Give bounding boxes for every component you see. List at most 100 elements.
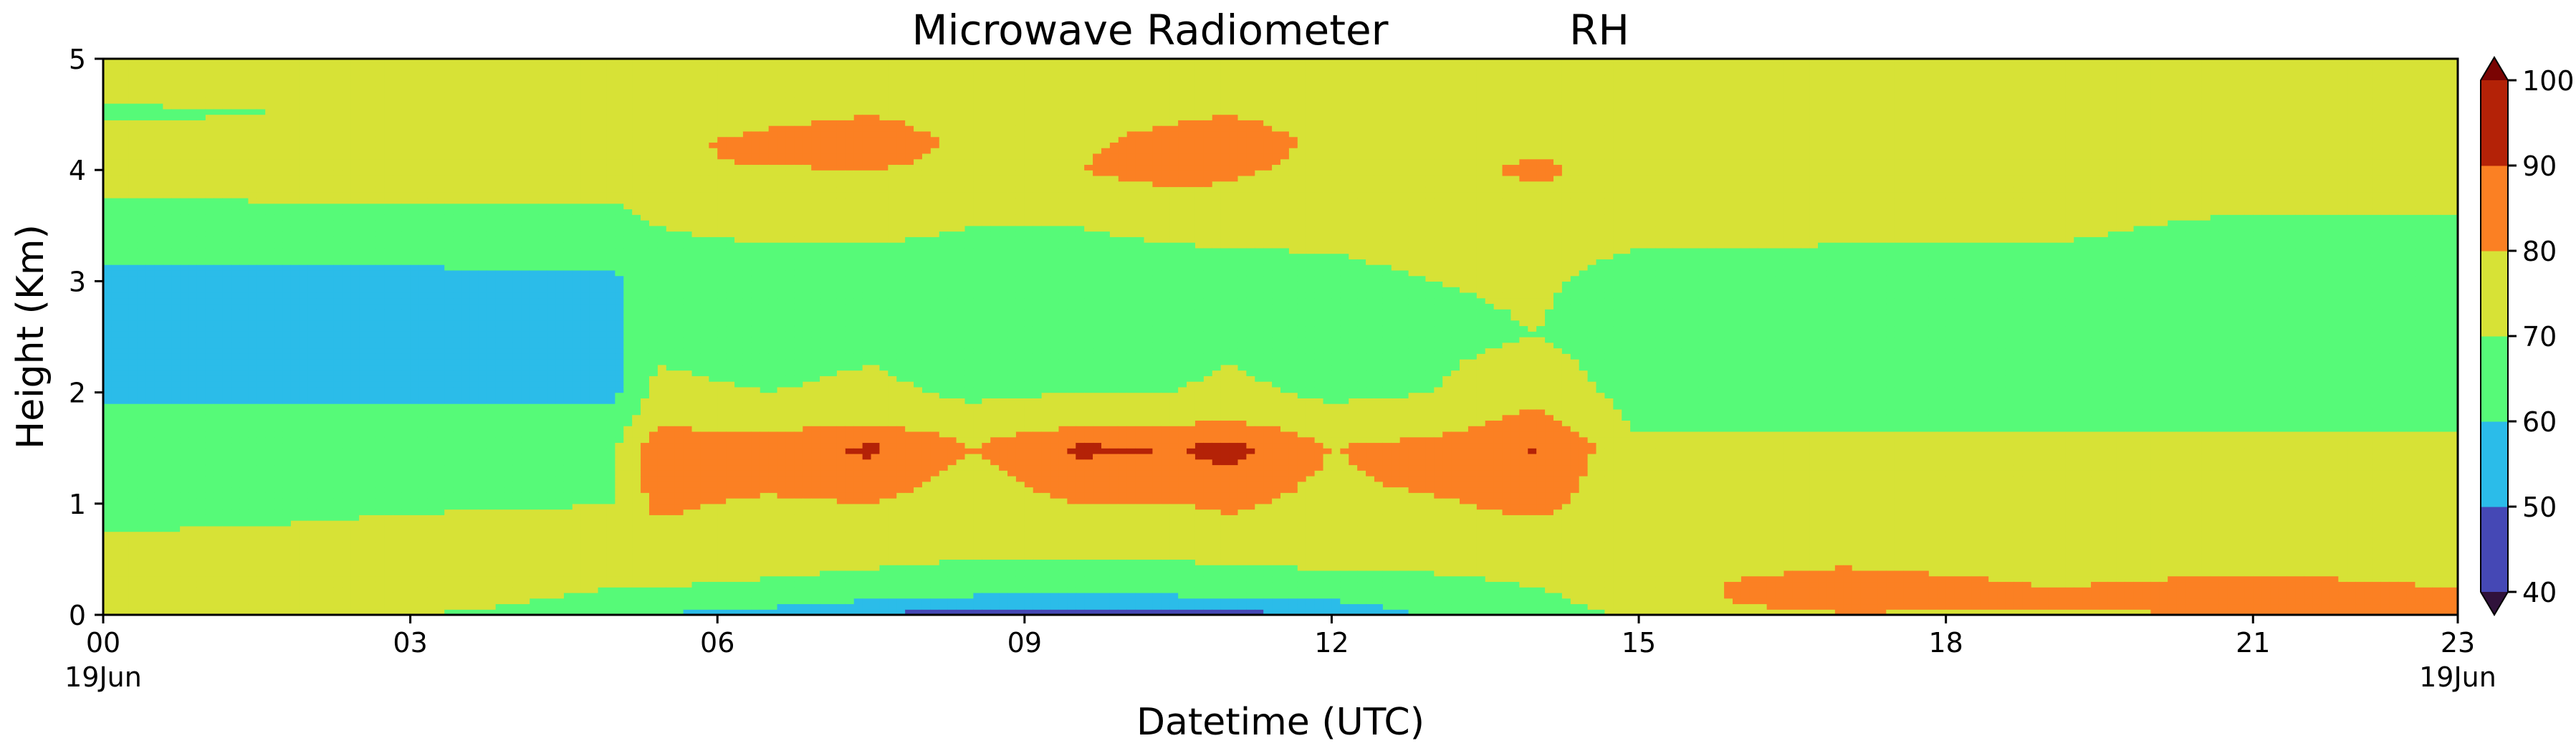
heatmap-cell: [120, 176, 130, 181]
heatmap-cell: [129, 526, 138, 532]
heatmap-cell: [300, 393, 309, 398]
heatmap-cell: [333, 492, 343, 498]
heatmap-cell: [180, 309, 189, 315]
heatmap-cell: [223, 97, 232, 103]
heatmap-cell: [248, 236, 257, 242]
heatmap-cell: [461, 381, 471, 387]
heatmap-cell: [300, 348, 309, 354]
heatmap-cell: [206, 353, 215, 359]
heatmap-cell: [291, 548, 300, 554]
heatmap-cell: [470, 542, 479, 548]
heatmap-cell: [265, 409, 274, 415]
heatmap-cell: [436, 403, 445, 409]
heatmap-cell: [496, 548, 505, 554]
heatmap-cell: [239, 181, 249, 187]
heatmap-cell: [257, 375, 266, 381]
heatmap-cell: [487, 459, 497, 465]
heatmap-cell: [453, 454, 462, 459]
heatmap-cell: [138, 92, 147, 98]
heatmap-cell: [479, 97, 488, 103]
heatmap-cell: [342, 603, 351, 609]
heatmap-cell: [436, 231, 445, 237]
heatmap-cell: [368, 192, 377, 198]
heatmap-cell: [171, 303, 181, 309]
heatmap-cell: [521, 515, 530, 520]
heatmap-cell: [487, 331, 497, 337]
heatmap-cell: [333, 115, 343, 120]
heatmap-cell: [188, 409, 198, 415]
heatmap-cell: [504, 593, 514, 598]
heatmap-cell: [333, 242, 343, 248]
heatmap-cell: [342, 476, 351, 482]
heatmap-cell: [197, 92, 206, 98]
heatmap-cell: [138, 593, 147, 598]
heatmap-cell: [300, 337, 309, 343]
heatmap-cell: [427, 365, 436, 370]
heatmap-cell: [214, 315, 224, 320]
heatmap-cell: [504, 214, 514, 220]
heatmap-cell: [470, 532, 479, 537]
heatmap-cell: [317, 581, 326, 587]
heatmap-cell: [257, 442, 266, 448]
heatmap-cell: [419, 476, 428, 482]
heatmap-cell: [444, 70, 454, 76]
heatmap-cell: [103, 325, 112, 331]
heatmap-cell: [333, 403, 343, 409]
heatmap-cell: [470, 254, 479, 259]
heatmap-cell: [521, 565, 530, 570]
heatmap-cell: [504, 186, 514, 192]
heatmap-cell: [393, 370, 403, 376]
heatmap-cell: [444, 343, 454, 348]
heatmap-cell: [419, 325, 428, 331]
heatmap-cell: [265, 259, 274, 264]
heatmap-cell: [436, 442, 445, 448]
heatmap-cell: [487, 292, 497, 298]
heatmap-cell: [350, 387, 360, 393]
heatmap-cell: [146, 204, 155, 209]
heatmap-cell: [206, 554, 215, 560]
heatmap-cell: [470, 292, 479, 298]
heatmap-cell: [274, 565, 283, 570]
heatmap-cell: [487, 487, 497, 493]
heatmap-cell: [163, 348, 172, 354]
heatmap-cell: [317, 470, 326, 476]
heatmap-cell: [138, 598, 147, 604]
heatmap-cell: [265, 198, 274, 204]
heatmap-cell: [112, 603, 121, 609]
heatmap-cell: [197, 254, 206, 259]
heatmap-cell: [188, 131, 198, 137]
heatmap-cell: [436, 64, 445, 70]
heatmap-cell: [129, 64, 138, 70]
heatmap-cell: [265, 403, 274, 409]
heatmap-cell: [504, 409, 514, 415]
heatmap-cell: [504, 137, 514, 143]
heatmap-cell: [308, 487, 317, 493]
heatmap-cell: [138, 248, 147, 254]
heatmap-cell: [393, 159, 403, 165]
heatmap-cell: [206, 542, 215, 548]
heatmap-cell: [470, 476, 479, 482]
heatmap-cell: [103, 70, 112, 76]
heatmap-cell: [120, 70, 130, 76]
heatmap-cell: [444, 504, 454, 509]
heatmap-cell: [138, 148, 147, 153]
heatmap-cell: [393, 515, 403, 520]
heatmap-cell: [274, 148, 283, 153]
heatmap-cell: [146, 581, 155, 587]
heatmap-cell: [368, 81, 377, 87]
heatmap-cell: [146, 403, 155, 409]
heatmap-cell: [479, 415, 488, 421]
heatmap-cell: [411, 570, 420, 576]
heatmap-cell: [393, 209, 403, 215]
heatmap-cell: [282, 337, 292, 343]
heatmap-cell: [231, 281, 241, 287]
heatmap-cell: [231, 115, 241, 120]
heatmap-cell: [112, 337, 121, 343]
heatmap-cell: [154, 398, 163, 403]
heatmap-cell: [274, 542, 283, 548]
heatmap-cell: [223, 142, 232, 148]
heatmap-cell: [223, 254, 232, 259]
heatmap-cell: [300, 593, 309, 598]
heatmap-cell: [512, 103, 522, 109]
heatmap-cell: [257, 170, 266, 176]
